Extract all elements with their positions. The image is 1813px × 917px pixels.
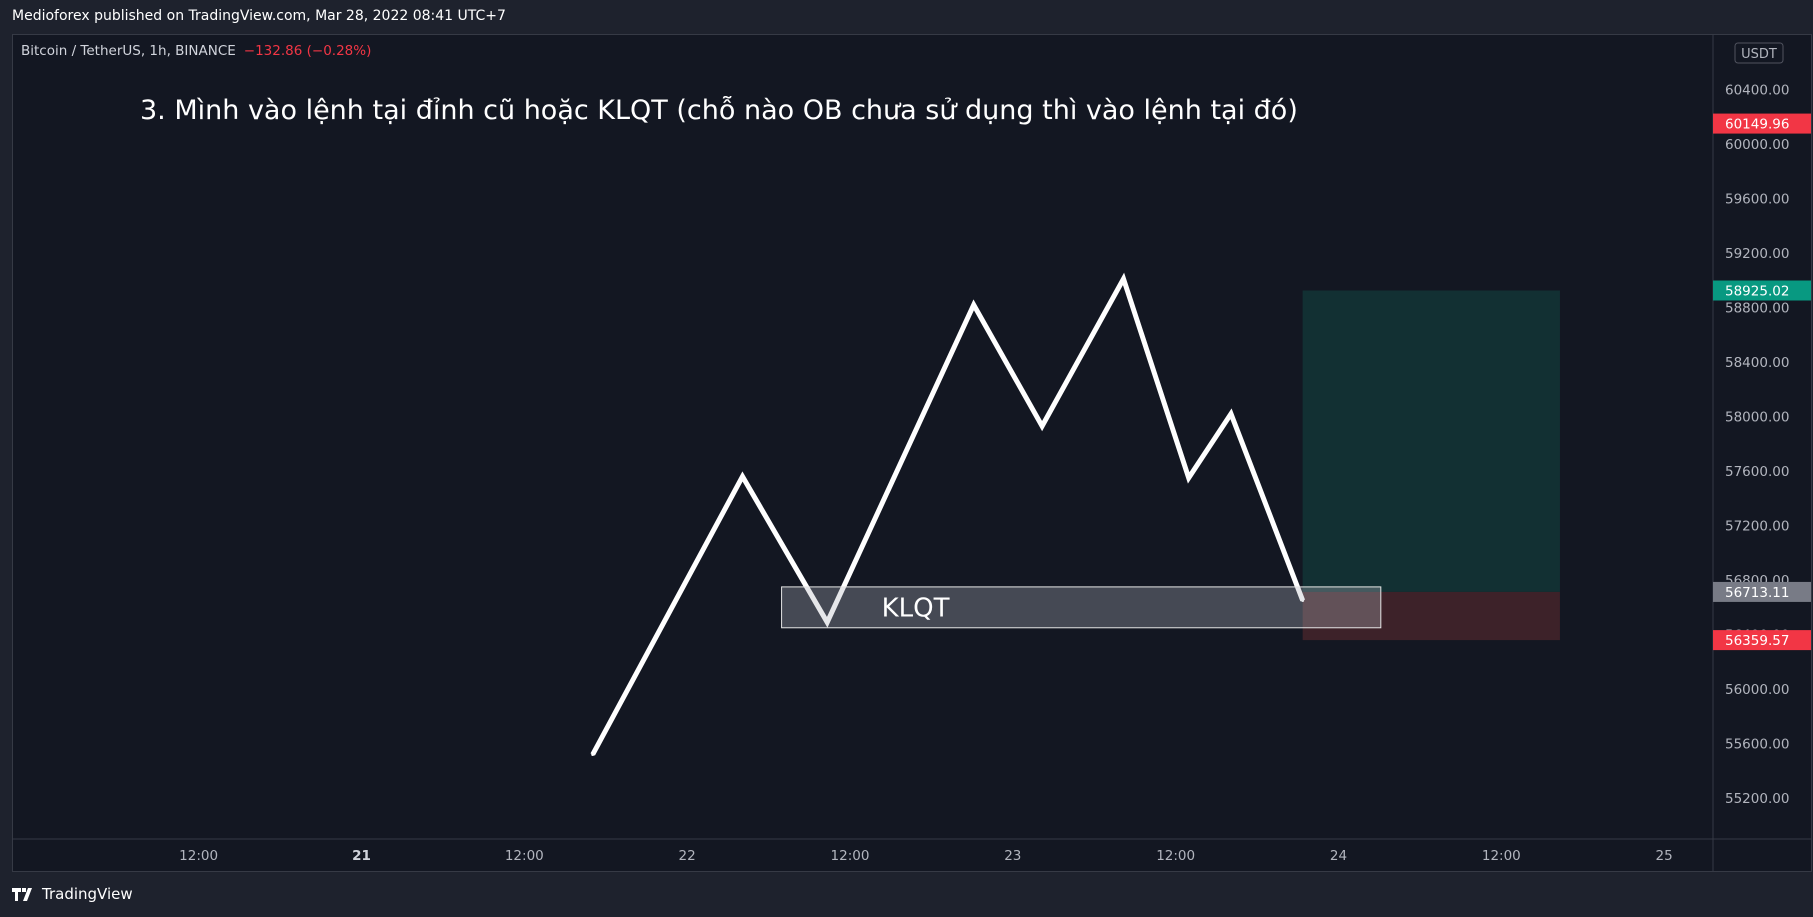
loss-zone[interactable]: [1302, 591, 1560, 641]
series-point: [972, 303, 976, 307]
tradingview-logo-icon: [12, 888, 32, 901]
y-tick-label: 58800.00: [1725, 301, 1789, 317]
y-tick-label: 56000.00: [1725, 682, 1789, 698]
series-point: [591, 753, 595, 757]
currency-badge[interactable]: [1734, 42, 1784, 64]
currency-label: USDT: [1741, 47, 1777, 62]
y-tick-label: 55200.00: [1725, 791, 1789, 807]
y-tick-label: 57600.00: [1725, 464, 1789, 480]
series-point: [1122, 277, 1126, 281]
series-point: [1187, 476, 1191, 480]
x-tick-label: 25: [1656, 848, 1673, 864]
series-point: [825, 620, 829, 624]
x-tick-label: 21: [352, 848, 371, 864]
y-tick-label: 58400.00: [1725, 355, 1789, 371]
y-tick-label: 59600.00: [1725, 192, 1789, 208]
series-point: [1040, 424, 1044, 428]
footer-brand: TradingView: [42, 885, 133, 903]
price-label-box: [1713, 280, 1811, 301]
y-tick-label: 58000.00: [1725, 410, 1789, 426]
price-label-box: [1713, 113, 1811, 134]
symbol-title: Bitcoin / TetherUS, 1h, BINANCE: [21, 43, 236, 59]
chart-frame[interactable]: KLQT 60400.00 60000.00 59600.00 59200.00 588…: [12, 34, 1812, 872]
series-point: [1301, 599, 1305, 603]
series-point: [741, 475, 745, 479]
y-tick-label: 60000.00: [1725, 137, 1789, 153]
y-tick-label: 60400.00: [1725, 83, 1789, 99]
x-tick-label: 12:00: [831, 848, 870, 864]
publisher-line: Medioforex published on TradingView.com,…: [12, 8, 506, 24]
x-tick-label: 24: [1330, 848, 1347, 864]
series-point: [1229, 412, 1233, 416]
price-label: 60149.96: [1725, 117, 1789, 133]
price-label-box: [1713, 630, 1811, 651]
y-tick-label: 59200.00: [1725, 246, 1789, 262]
chart-canvas[interactable]: KLQT 60400.00 60000.00 59600.00 59200.00 588…: [13, 35, 1811, 871]
y-tick-label: 55600.00: [1725, 737, 1789, 753]
price-label: 56359.57: [1725, 633, 1789, 649]
chart-title: 3. Mình vào lệnh tại đỉnh cũ hoặc KLQT (…: [140, 95, 1298, 126]
price-label: 58925.02: [1725, 284, 1789, 300]
footer: TradingView: [12, 885, 133, 903]
x-tick-label: 23: [1004, 848, 1021, 864]
profit-zone[interactable]: [1302, 290, 1560, 592]
price-label-box: [1713, 581, 1811, 602]
klqt-label: KLQT: [882, 593, 950, 623]
series-line[interactable]: [590, 272, 1306, 756]
x-tick-label: 22: [679, 848, 696, 864]
x-tick-label: 12:00: [1482, 848, 1521, 864]
price-label: 56713.11: [1725, 585, 1789, 601]
y-tick-label: 57200.00: [1725, 519, 1789, 535]
x-tick-label: 12:00: [505, 848, 544, 864]
price-change: −132.86 (−0.28%): [244, 43, 372, 59]
x-tick-label: 12:00: [179, 848, 218, 864]
klqt-zone[interactable]: [781, 586, 1382, 629]
x-tick-label: 12:00: [1156, 848, 1195, 864]
